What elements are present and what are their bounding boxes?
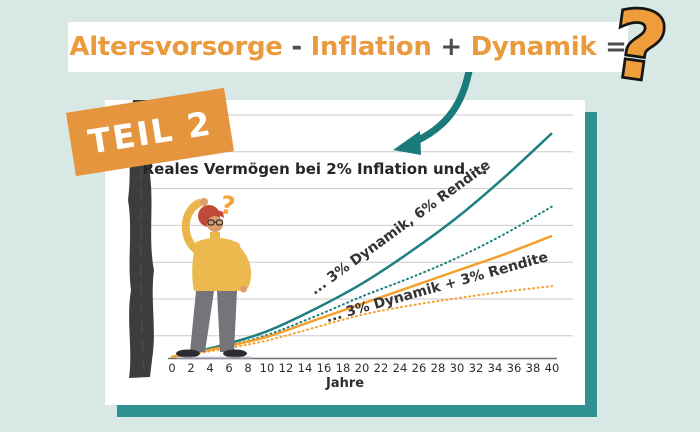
x-tick-label: 24 xyxy=(392,361,408,375)
x-tick-label: 8 xyxy=(244,361,252,375)
person-right-arm xyxy=(234,246,252,290)
curve-orange-dotted xyxy=(171,285,553,358)
x-tick-label: 20 xyxy=(354,361,370,375)
x-tick-label: 0 xyxy=(168,361,176,375)
person-right-leg xyxy=(217,291,237,352)
x-tick-label: 22 xyxy=(373,361,389,375)
chart-graphic: ? xyxy=(128,100,573,378)
x-axis-label: Jahre xyxy=(325,376,365,391)
x-tick-label: 16 xyxy=(316,361,332,375)
teil-2-badge-label: TEIL 2 xyxy=(85,102,215,162)
person-right-hand xyxy=(240,285,247,293)
x-tick-label: 10 xyxy=(259,361,275,375)
title-segment: Dynamik xyxy=(470,32,597,62)
title-segment: Altersvorsorge xyxy=(69,32,283,62)
x-tick-label: 36 xyxy=(506,361,522,375)
title-segment: + xyxy=(431,32,471,62)
title-banner: Altersvorsorge - Inflation + Dynamik = xyxy=(68,22,628,72)
x-tick-label: 34 xyxy=(487,361,503,375)
person-face xyxy=(207,216,223,232)
x-tick-label: 38 xyxy=(525,361,541,375)
title-question-mark-icon: ? xyxy=(603,0,676,104)
person-neck xyxy=(210,232,220,238)
person-illustration: ? xyxy=(176,190,252,359)
title-segment: Inflation xyxy=(310,32,432,62)
person-raised-arm xyxy=(181,199,203,255)
x-tick-label: 18 xyxy=(335,361,351,375)
title-segment: - xyxy=(282,32,311,62)
person-right-shoe xyxy=(223,349,247,358)
curved-arrow-icon xyxy=(393,62,474,155)
x-tick-label: 30 xyxy=(449,361,465,375)
person-sweater xyxy=(192,237,245,291)
x-tick-label: 40 xyxy=(544,361,560,375)
x-tick-label: 26 xyxy=(411,361,427,375)
person-hand-on-head xyxy=(200,198,208,206)
svg-text:?: ? xyxy=(606,0,674,103)
person-glasses xyxy=(207,219,224,226)
person-ground-shadow xyxy=(176,356,252,359)
x-tick-label: 14 xyxy=(297,361,313,375)
x-tick-label: 12 xyxy=(278,361,294,375)
x-tick-label: 28 xyxy=(430,361,446,375)
curve-teal-dotted xyxy=(171,205,553,358)
chart-title: Reales Vermögen bei 2% Inflation und ... xyxy=(142,160,488,178)
x-tick-label: 2 xyxy=(187,361,195,375)
title-segment: = xyxy=(596,32,627,62)
x-tick-label: 4 xyxy=(206,361,214,375)
person-left-shoe xyxy=(176,349,200,358)
x-tick-label: 32 xyxy=(468,361,484,375)
person-hair-front xyxy=(201,209,224,223)
x-tick-label: 6 xyxy=(225,361,233,375)
person-question-mark-icon: ? xyxy=(218,190,237,221)
person-left-leg xyxy=(190,291,214,352)
main-title: Altersvorsorge - Inflation + Dynamik = xyxy=(69,32,627,62)
